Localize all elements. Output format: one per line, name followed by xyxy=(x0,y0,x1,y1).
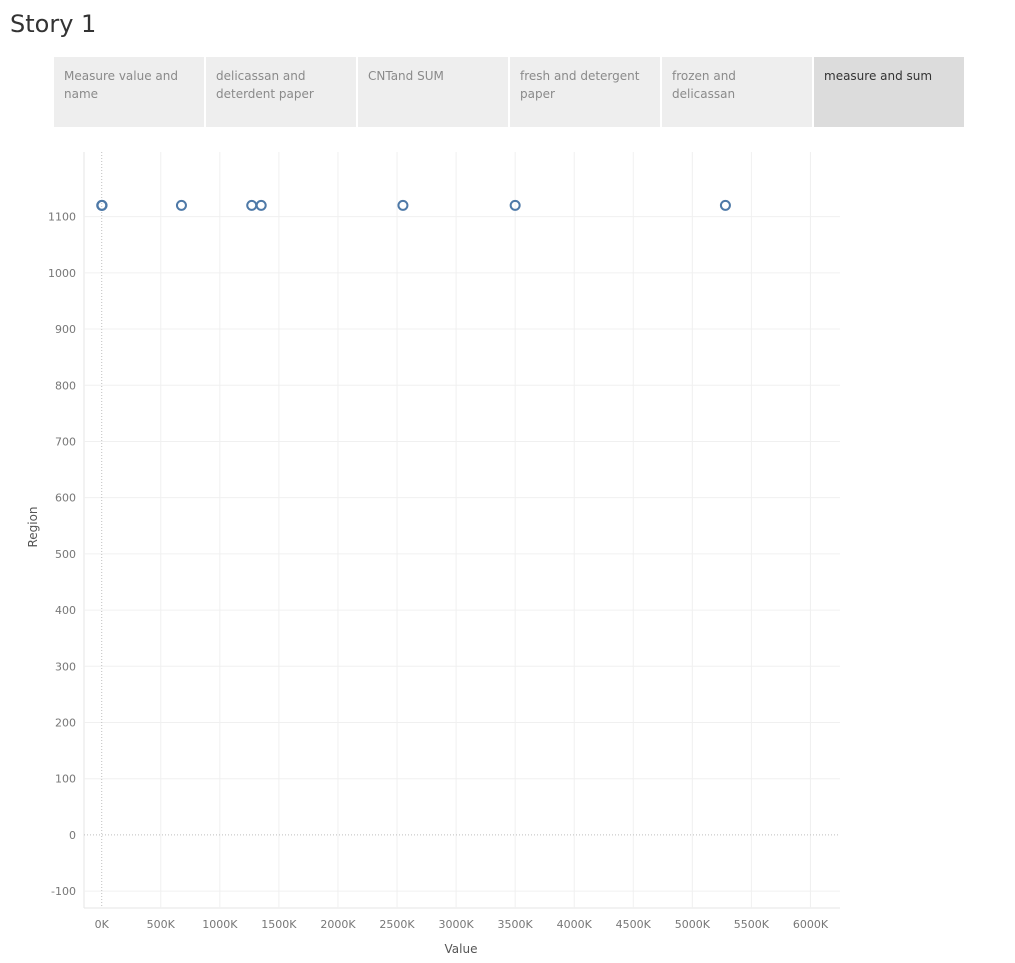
y-tick-label: 700 xyxy=(55,435,76,448)
story-point-tab-5[interactable]: frozen and delicassan xyxy=(662,57,812,127)
x-tick-label: 5500K xyxy=(734,918,770,931)
y-tick-label: 500 xyxy=(55,548,76,561)
y-tick-label: 0 xyxy=(69,829,76,842)
data-point xyxy=(96,199,108,211)
data-point xyxy=(246,199,258,211)
x-tick-label: 3000K xyxy=(438,918,474,931)
story-point-tab-3[interactable]: CNTand SUM xyxy=(358,57,508,127)
x-axis-ticks: 0K 500K 1000K 1500K 2000K 2500K 3000K 3500K 4000… xyxy=(95,918,829,931)
story-tabs: Measure value and name delicassan and de… xyxy=(54,57,964,127)
grid-lines xyxy=(83,152,840,909)
data-point xyxy=(175,199,187,211)
story-point-tab-2[interactable]: delicassan and deterdent paper xyxy=(206,57,356,127)
y-tick-label: 300 xyxy=(55,660,76,673)
data-points xyxy=(96,199,731,211)
y-tick-label: 600 xyxy=(55,492,76,505)
story-point-tab-1[interactable]: Measure value and name xyxy=(54,57,204,127)
x-tick-label: 5000K xyxy=(675,918,711,931)
y-tick-label: 1000 xyxy=(48,267,76,280)
x-tick-label: 1500K xyxy=(261,918,297,931)
story-point-tab-4[interactable]: fresh and detergent paper xyxy=(510,57,660,127)
story-point-tab-6[interactable]: measure and sum xyxy=(814,57,964,127)
x-tick-label: 500K xyxy=(147,918,176,931)
x-tick-label: 4000K xyxy=(557,918,593,931)
y-tick-label: 200 xyxy=(55,717,76,730)
x-axis-label: Value xyxy=(445,942,478,956)
data-point xyxy=(255,199,267,211)
x-tick-label: 2000K xyxy=(320,918,356,931)
x-tick-label: 2500K xyxy=(379,918,415,931)
y-axis-label: Region xyxy=(26,506,40,547)
x-tick-label: 6000K xyxy=(793,918,829,931)
x-tick-label: 0K xyxy=(95,918,110,931)
x-tick-label: 3500K xyxy=(498,918,534,931)
zero-reference-lines xyxy=(84,152,840,908)
y-axis-ticks: -100 0 100 200 300 400 500 600 700 800 900 1000 1100 xyxy=(48,211,76,898)
x-tick-label: 4500K xyxy=(616,918,652,931)
story-title: Story 1 xyxy=(10,10,97,38)
data-point xyxy=(719,199,731,211)
y-tick-label: -100 xyxy=(51,885,76,898)
data-point xyxy=(397,199,409,211)
y-tick-label: 100 xyxy=(55,773,76,786)
y-tick-label: 900 xyxy=(55,323,76,336)
y-tick-label: 1100 xyxy=(48,211,76,224)
x-tick-label: 1000K xyxy=(202,918,238,931)
y-tick-label: 400 xyxy=(55,604,76,617)
y-tick-label: 800 xyxy=(55,379,76,392)
data-point xyxy=(509,199,521,211)
